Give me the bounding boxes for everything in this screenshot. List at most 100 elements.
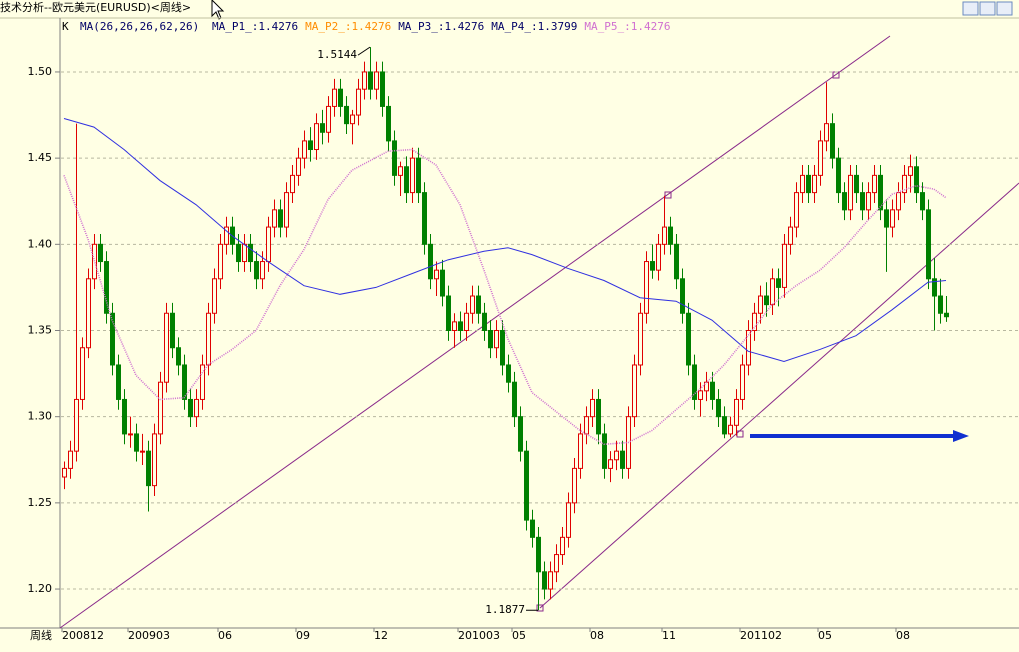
candle-body: [740, 364, 745, 400]
candle-body: [944, 312, 949, 318]
candle-body: [392, 140, 397, 176]
candle-body: [218, 243, 223, 280]
candle-body: [344, 105, 349, 125]
candle-body: [308, 140, 313, 151]
candle-body: [662, 226, 667, 245]
candle-body: [404, 166, 409, 194]
candle-body: [524, 450, 529, 521]
candle-body: [452, 321, 457, 331]
candle-body: [446, 295, 451, 331]
candle-body: [770, 278, 775, 306]
button[interactable]: [996, 1, 1013, 16]
readout: MA_P5_:1.4276: [584, 20, 670, 33]
candle-body: [458, 321, 463, 331]
button[interactable]: [962, 1, 979, 16]
candle-body: [752, 312, 757, 331]
candle-body: [638, 312, 643, 366]
x-tick-label: 05: [818, 629, 832, 642]
candle-body: [338, 88, 343, 107]
candle-body: [488, 329, 493, 349]
candle-body: [62, 467, 67, 478]
candle-body: [98, 243, 103, 263]
candle-body: [656, 243, 661, 271]
candle-body: [278, 209, 283, 228]
candle-body: [416, 157, 421, 194]
y-tick-label: 1.25: [28, 496, 53, 509]
candle-body: [380, 71, 385, 107]
candle-body: [530, 519, 535, 538]
candle-body: [470, 295, 475, 314]
candle-body: [824, 123, 829, 142]
anchor: [536, 604, 544, 612]
candle-body: [722, 416, 727, 435]
y-tick-label: 1.45: [28, 151, 53, 164]
y-tick-label: 1.35: [28, 323, 53, 336]
candle-body: [482, 312, 487, 331]
period-label: 周线: [30, 628, 52, 642]
ma-line: [63, 118, 947, 363]
candle-body: [314, 123, 319, 151]
button[interactable]: [979, 1, 996, 16]
x-tick-label: 08: [590, 629, 604, 642]
candle-body: [374, 71, 379, 90]
candle-body: [620, 450, 625, 469]
candle-body: [668, 226, 673, 245]
candle-body: [494, 329, 499, 349]
candle-body: [902, 174, 907, 194]
candle-body: [842, 192, 847, 211]
candle-body: [194, 398, 199, 418]
candle-body: [212, 278, 217, 314]
candle-body: [206, 312, 211, 366]
arrow-head: [953, 430, 969, 442]
candle-body: [506, 364, 511, 383]
candle-body: [362, 71, 367, 90]
candle-body: [836, 157, 841, 194]
candle-body: [920, 192, 925, 211]
y-tick-label: 1.50: [28, 65, 53, 78]
candle-body: [680, 278, 685, 314]
candle-body: [164, 312, 169, 383]
toolbar[interactable]: [962, 1, 1013, 16]
candle-body: [440, 269, 445, 297]
candle-body: [776, 278, 781, 288]
y-tick-label: 1.40: [28, 237, 53, 250]
candle-body: [92, 243, 97, 280]
candle-body: [116, 364, 121, 400]
x-tick-label: 201003: [458, 629, 500, 642]
annotation: 1.1877: [485, 603, 525, 616]
x-tick-label: 09: [296, 629, 310, 642]
annotation-pointer: [357, 46, 371, 56]
candle-body: [548, 571, 553, 590]
title-bar: [0, 0, 1019, 18]
candle-body: [566, 502, 571, 538]
candle-body: [188, 398, 193, 418]
candle-body: [578, 433, 583, 469]
candle-body: [584, 416, 589, 435]
candle-body: [674, 243, 679, 280]
candle-body: [398, 166, 403, 176]
candle-body: [122, 398, 127, 435]
candle-body: [746, 329, 751, 366]
candle-body: [104, 261, 109, 314]
candle-body: [710, 381, 715, 400]
candle-body: [356, 88, 361, 116]
candle-body: [140, 450, 145, 453]
candle-body: [764, 295, 769, 306]
anchor: [664, 191, 672, 199]
candle-body: [854, 174, 859, 194]
candle-body: [434, 269, 439, 280]
readout: MA_P1_:1.4276: [212, 20, 298, 33]
candle-body: [908, 166, 913, 176]
candle-body: [542, 571, 547, 590]
candle-body: [200, 364, 205, 400]
y-tick-label: 1.20: [28, 582, 53, 595]
candle-body: [368, 71, 373, 90]
candle-body: [182, 364, 187, 400]
candle-body: [290, 174, 295, 194]
candle-body: [464, 312, 469, 331]
candle-body: [704, 381, 709, 392]
candle-body: [224, 226, 229, 245]
candle-body: [266, 226, 271, 263]
trend-line: [539, 182, 1019, 609]
